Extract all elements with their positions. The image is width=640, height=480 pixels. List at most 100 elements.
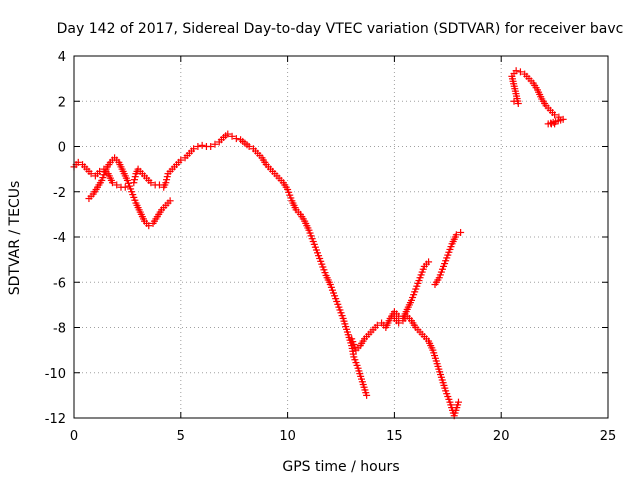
data-point: [452, 231, 460, 239]
x-axis-title: GPS time / hours: [282, 459, 399, 475]
y-tick-label: -6: [53, 276, 66, 291]
series-track-f: [431, 228, 465, 289]
data-point: [440, 254, 451, 270]
series-track-c: [130, 130, 371, 399]
data-point: [121, 183, 129, 191]
data-point: [314, 249, 325, 265]
data-point: [382, 317, 393, 331]
data-point: [108, 179, 116, 187]
plot-frame: [73, 55, 609, 419]
data-point: [407, 317, 418, 329]
data-point: [115, 158, 126, 173]
y-tick-label: 2: [58, 95, 66, 110]
axis-ticks: 0 5 10 15 20 25 -12 -10 -8 -6 -4 -2 0 2 4: [45, 50, 617, 444]
data-point: [373, 321, 381, 329]
data-point: [301, 217, 312, 232]
data-point: [448, 233, 459, 248]
x-tick-label: 0: [70, 429, 78, 444]
series-track-b: [85, 154, 174, 230]
data-point: [224, 130, 232, 138]
data-point: [288, 197, 299, 212]
y-axis-title: SDTVAR / TECUs: [7, 181, 23, 296]
data-point: [318, 260, 329, 277]
data-point: [331, 292, 342, 308]
data-point: [354, 364, 366, 383]
data-point: [407, 288, 419, 304]
data-point: [130, 173, 139, 187]
chart-title: Day 142 of 2017, Sidereal Day-to-day VTE…: [57, 21, 624, 37]
series-track-g: [508, 67, 567, 128]
data-point: [437, 373, 449, 392]
data-point: [98, 168, 109, 184]
data-point: [416, 265, 427, 282]
data-point: [79, 161, 89, 171]
y-tick-label: -4: [53, 231, 66, 246]
data-point: [166, 197, 174, 205]
data-point: [87, 170, 95, 178]
data-point: [284, 185, 295, 202]
data-point: [113, 181, 121, 189]
data-point: [190, 145, 198, 153]
data-point: [309, 238, 320, 254]
data-point: [305, 226, 316, 243]
data-point: [512, 67, 520, 75]
series-track-e: [390, 312, 462, 420]
data-point: [395, 319, 403, 327]
data-point: [425, 258, 433, 266]
data-point: [322, 271, 333, 286]
data-point: [74, 158, 82, 166]
data-point: [454, 398, 462, 406]
data-point: [356, 337, 367, 350]
data-point: [363, 391, 371, 399]
data-point: [119, 167, 130, 182]
data-point: [339, 314, 351, 333]
y-tick-label: -2: [53, 186, 66, 201]
y-tick-label: 4: [58, 50, 66, 65]
data-point: [516, 68, 524, 76]
data-point: [433, 360, 445, 379]
data-point: [177, 156, 185, 164]
data-point: [350, 353, 361, 369]
grid: [74, 56, 608, 418]
data-point: [145, 222, 153, 230]
data-point: [279, 179, 290, 191]
series-track-d: [348, 258, 433, 354]
data-point: [128, 188, 139, 204]
data-point: [444, 243, 455, 259]
data-point: [431, 276, 442, 289]
data-point: [194, 143, 202, 150]
y-tick-label: -12: [45, 412, 66, 427]
data-point: [442, 387, 453, 403]
data-point: [211, 140, 219, 148]
data-point: [147, 179, 155, 187]
y-tick-label: -10: [45, 367, 66, 382]
data-point: [508, 75, 522, 108]
data-point: [228, 132, 236, 140]
data-point: [89, 185, 100, 198]
y-tick-label: 0: [58, 141, 66, 156]
y-tick-label: -8: [53, 322, 66, 337]
data-point: [457, 228, 465, 236]
data-point: [335, 303, 346, 320]
data-point: [450, 401, 462, 420]
data-point: [207, 143, 215, 150]
x-tick-label: 5: [177, 429, 185, 444]
x-tick-label: 10: [279, 429, 296, 444]
x-tick-label: 20: [493, 429, 510, 444]
data-point: [412, 277, 423, 293]
x-tick-label: 25: [600, 429, 617, 444]
data-point: [132, 199, 143, 214]
data-point: [358, 378, 370, 397]
x-tick-label: 15: [386, 429, 403, 444]
data-point: [267, 165, 277, 175]
data-point: [232, 135, 240, 143]
data-point: [198, 141, 206, 149]
data-point: [429, 346, 440, 365]
data-point: [551, 111, 559, 119]
data-point: [551, 120, 559, 128]
data-point: [435, 265, 446, 282]
data-point: [245, 143, 253, 150]
data-point: [162, 173, 171, 187]
data-marks: [70, 67, 567, 420]
